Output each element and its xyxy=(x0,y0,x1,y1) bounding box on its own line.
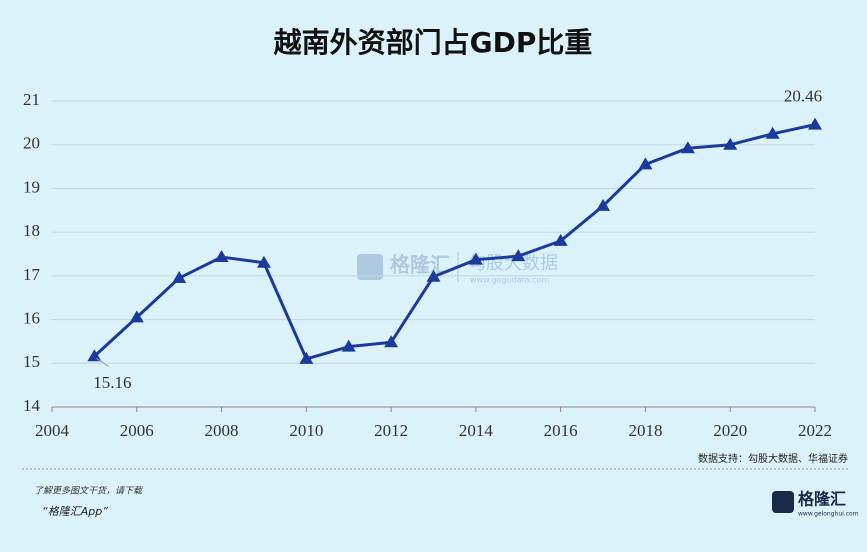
x-tick-label: 2006 xyxy=(120,421,154,440)
marker xyxy=(765,126,780,139)
marker xyxy=(808,117,822,130)
marker xyxy=(596,198,611,211)
chart-title: 越南外资部门占GDP比重 xyxy=(274,26,593,59)
marker xyxy=(553,233,568,246)
source: 数据支持：勾股大数据、华福证券 xyxy=(698,452,848,465)
marker xyxy=(511,249,526,262)
y-tick-label: 17 xyxy=(23,265,41,284)
logo-text: 格隆汇 xyxy=(798,490,846,509)
y-tick-label: 21 xyxy=(23,90,40,109)
marker xyxy=(468,252,483,265)
watermark-brand: 格隆汇 xyxy=(390,253,450,277)
x-tick-label: 2020 xyxy=(713,421,747,440)
footer-line1: 了解更多图文干货，请下载 xyxy=(34,486,143,497)
x-tick-label: 2008 xyxy=(205,421,239,440)
marker xyxy=(299,351,314,364)
y-tick-label: 14 xyxy=(23,396,41,415)
x-tick-label: 2010 xyxy=(289,421,323,440)
line xyxy=(93,123,816,361)
marker xyxy=(214,250,229,263)
data-label: 20.46 xyxy=(784,87,822,106)
x-tick-label: 2016 xyxy=(544,421,578,440)
data-label: 15.16 xyxy=(93,373,131,392)
marker xyxy=(256,255,271,268)
watermark-url: www.gogudata.com xyxy=(470,276,549,285)
marker xyxy=(426,269,441,282)
y-tick-label: 20 xyxy=(23,134,40,153)
x-tick-label: 2022 xyxy=(798,421,832,440)
y-tick-label: 19 xyxy=(23,177,40,196)
y-tick-label: 16 xyxy=(23,308,40,327)
y-tick-label: 18 xyxy=(23,221,40,240)
x-tick-label: 2014 xyxy=(459,421,494,440)
x-tick-label: 2012 xyxy=(374,421,408,440)
marker xyxy=(341,339,356,352)
footer-line2: “格隆汇App” xyxy=(42,505,108,518)
marker xyxy=(172,271,187,284)
label-leader xyxy=(96,357,109,367)
watermark-icon xyxy=(357,254,383,280)
y-tick-label: 15 xyxy=(23,352,40,371)
x-tick-label: 2018 xyxy=(628,421,662,440)
marker xyxy=(723,137,738,150)
logo-icon xyxy=(772,491,794,513)
x-tick-label: 2004 xyxy=(35,421,70,440)
marker xyxy=(680,141,695,154)
logo-url: www.gelonghui.com xyxy=(798,511,859,518)
marker xyxy=(384,335,399,348)
marker xyxy=(129,310,144,323)
marker xyxy=(638,157,653,170)
marker xyxy=(87,349,102,362)
